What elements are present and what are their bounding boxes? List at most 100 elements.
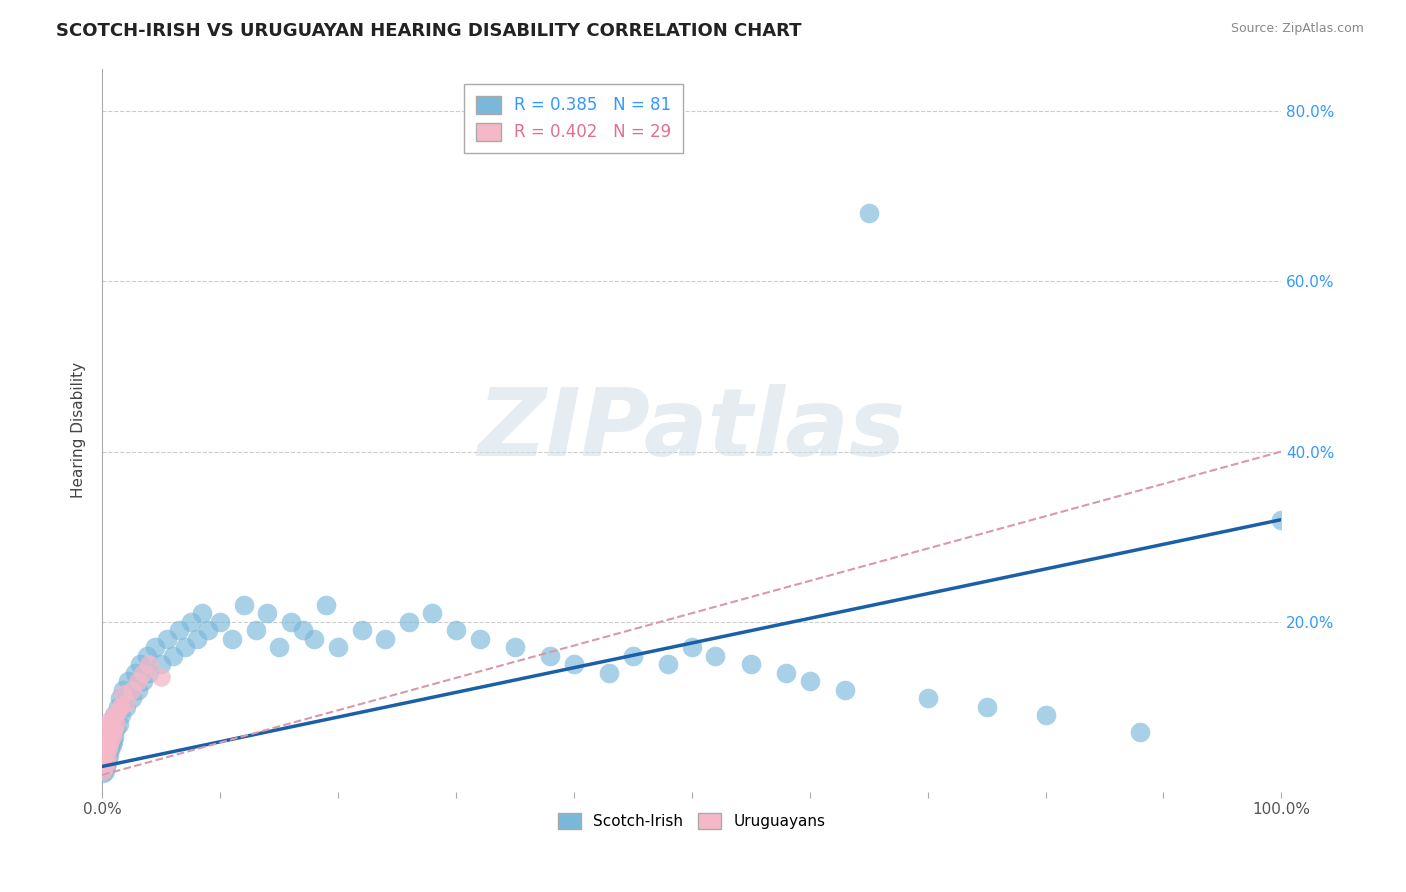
Scotch-Irish xyxy=(657,657,679,672)
Scotch-Irish xyxy=(93,766,115,780)
Scotch-Irish xyxy=(621,648,644,663)
Uruguayans xyxy=(103,721,125,735)
Scotch-Irish xyxy=(124,665,146,680)
Scotch-Irish xyxy=(374,632,396,646)
Scotch-Irish xyxy=(96,755,118,769)
Scotch-Irish xyxy=(681,640,703,655)
Uruguayans xyxy=(150,670,173,684)
Scotch-Irish xyxy=(94,747,117,761)
Scotch-Irish xyxy=(503,640,526,655)
Scotch-Irish xyxy=(468,632,491,646)
Scotch-Irish xyxy=(291,624,314,638)
Scotch-Irish xyxy=(98,747,121,761)
Scotch-Irish xyxy=(167,624,190,638)
Uruguayans xyxy=(101,725,124,739)
Scotch-Irish xyxy=(127,682,149,697)
Scotch-Irish xyxy=(704,648,727,663)
Uruguayans xyxy=(97,721,120,735)
Scotch-Irish xyxy=(103,730,125,744)
Scotch-Irish xyxy=(267,640,290,655)
Uruguayans xyxy=(100,713,122,727)
Scotch-Irish xyxy=(1270,513,1292,527)
Scotch-Irish xyxy=(1035,708,1057,723)
Scotch-Irish xyxy=(917,691,939,706)
Scotch-Irish xyxy=(117,674,139,689)
Uruguayans xyxy=(132,665,155,680)
Scotch-Irish xyxy=(100,742,122,756)
Scotch-Irish xyxy=(173,640,195,655)
Uruguayans xyxy=(114,696,136,710)
Scotch-Irish xyxy=(98,730,121,744)
Scotch-Irish xyxy=(100,738,122,752)
Scotch-Irish xyxy=(108,691,131,706)
Scotch-Irish xyxy=(110,708,132,723)
Scotch-Irish xyxy=(799,674,821,689)
Scotch-Irish xyxy=(105,721,128,735)
Legend: Scotch-Irish, Uruguayans: Scotch-Irish, Uruguayans xyxy=(553,806,832,835)
Scotch-Irish xyxy=(97,751,120,765)
Scotch-Irish xyxy=(775,665,797,680)
Uruguayans xyxy=(121,682,143,697)
Uruguayans xyxy=(105,717,128,731)
Uruguayans xyxy=(94,755,117,769)
Scotch-Irish xyxy=(93,742,115,756)
Text: Source: ZipAtlas.com: Source: ZipAtlas.com xyxy=(1230,22,1364,36)
Scotch-Irish xyxy=(191,606,214,620)
Scotch-Irish xyxy=(97,734,120,748)
Uruguayans xyxy=(107,704,129,718)
Scotch-Irish xyxy=(180,615,202,629)
Scotch-Irish xyxy=(93,764,115,778)
Text: SCOTCH-IRISH VS URUGUAYAN HEARING DISABILITY CORRELATION CHART: SCOTCH-IRISH VS URUGUAYAN HEARING DISABI… xyxy=(56,22,801,40)
Scotch-Irish xyxy=(93,751,115,765)
Uruguayans xyxy=(98,717,121,731)
Scotch-Irish xyxy=(740,657,762,672)
Uruguayans xyxy=(127,674,149,689)
Scotch-Irish xyxy=(107,699,129,714)
Scotch-Irish xyxy=(398,615,420,629)
Scotch-Irish xyxy=(350,624,373,638)
Scotch-Irish xyxy=(100,721,122,735)
Y-axis label: Hearing Disability: Hearing Disability xyxy=(72,362,86,499)
Scotch-Irish xyxy=(129,657,152,672)
Scotch-Irish xyxy=(326,640,349,655)
Scotch-Irish xyxy=(197,624,219,638)
Scotch-Irish xyxy=(186,632,208,646)
Scotch-Irish xyxy=(96,738,118,752)
Scotch-Irish xyxy=(114,699,136,714)
Scotch-Irish xyxy=(598,665,620,680)
Scotch-Irish xyxy=(103,708,125,723)
Scotch-Irish xyxy=(100,725,122,739)
Scotch-Irish xyxy=(562,657,585,672)
Text: ZIPatlas: ZIPatlas xyxy=(478,384,905,476)
Scotch-Irish xyxy=(834,682,856,697)
Scotch-Irish xyxy=(132,674,155,689)
Scotch-Irish xyxy=(112,682,135,697)
Uruguayans xyxy=(93,764,115,778)
Scotch-Irish xyxy=(976,699,998,714)
Uruguayans xyxy=(93,751,115,765)
Scotch-Irish xyxy=(280,615,302,629)
Scotch-Irish xyxy=(245,624,267,638)
Scotch-Irish xyxy=(138,665,160,680)
Uruguayans xyxy=(108,699,131,714)
Uruguayans xyxy=(93,742,115,756)
Uruguayans xyxy=(93,759,115,773)
Scotch-Irish xyxy=(422,606,444,620)
Uruguayans xyxy=(96,734,118,748)
Scotch-Irish xyxy=(1129,725,1152,739)
Scotch-Irish xyxy=(93,755,115,769)
Scotch-Irish xyxy=(94,759,117,773)
Scotch-Irish xyxy=(232,598,254,612)
Uruguayans xyxy=(104,708,127,723)
Scotch-Irish xyxy=(143,640,166,655)
Scotch-Irish xyxy=(107,717,129,731)
Scotch-Irish xyxy=(101,734,124,748)
Uruguayans xyxy=(138,657,160,672)
Scotch-Irish xyxy=(209,615,232,629)
Scotch-Irish xyxy=(121,691,143,706)
Scotch-Irish xyxy=(256,606,278,620)
Uruguayans xyxy=(94,725,117,739)
Scotch-Irish xyxy=(221,632,243,646)
Uruguayans xyxy=(96,751,118,765)
Scotch-Irish xyxy=(304,632,326,646)
